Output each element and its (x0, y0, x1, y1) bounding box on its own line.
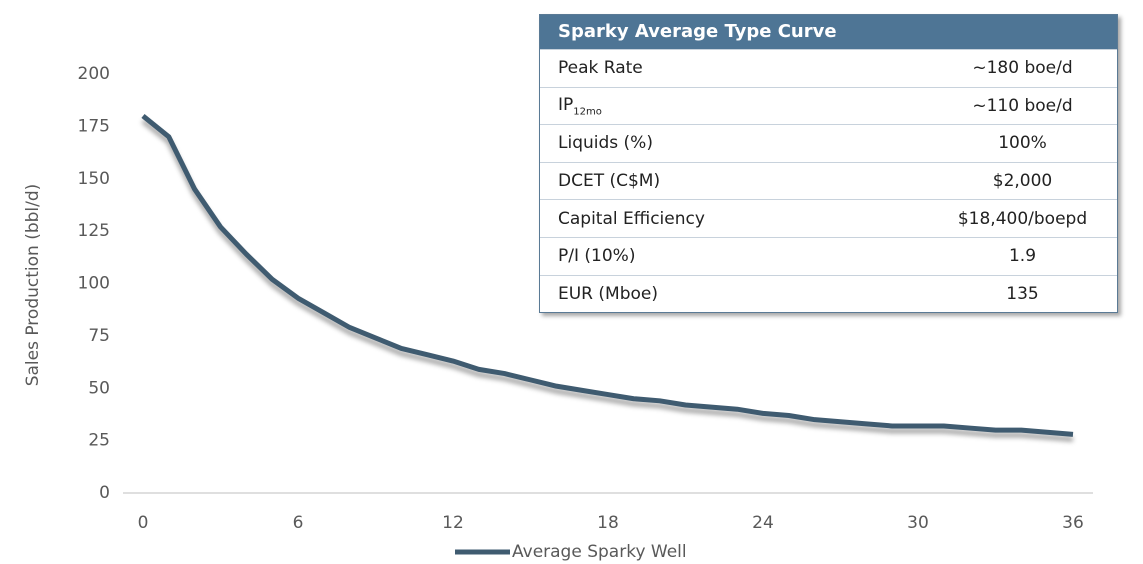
x-tick-label: 12 (442, 513, 464, 533)
row-label: Liquids (%) (558, 133, 653, 154)
row-label: DCET (C$M) (558, 171, 661, 192)
y-tick-label: 75 (88, 326, 110, 346)
summary-table: Sparky Average Type Curve Peak Rate ~180 … (539, 14, 1118, 314)
row-value: $2,000 (992, 171, 1053, 192)
row-label: IP (558, 94, 574, 115)
row-label-cell: IP12mo (540, 95, 928, 117)
x-tick-label: 36 (1062, 513, 1084, 533)
row-value: $18,400/boepd (957, 208, 1088, 229)
table-row: Liquids (%) 100% (540, 124, 1117, 162)
row-value: ~110 boe/d (972, 95, 1073, 116)
row-label-subscript: 12mo (573, 106, 602, 118)
row-label-cell: Liquids (%) (540, 133, 928, 153)
table-row: DCET (C$M) $2,000 (540, 161, 1117, 200)
line (141, 113, 1074, 437)
row-label-cell: EUR (Mboe) (540, 284, 928, 304)
row-label: Peak Rate (558, 58, 643, 79)
y-tick-label: 175 (78, 116, 110, 136)
table-row: Peak Rate ~180 boe/d (540, 49, 1117, 87)
row-label-cell: P/I (10%) (540, 246, 928, 266)
line-shadow (141, 118, 1074, 442)
row-label: P/I (10%) (558, 246, 636, 267)
x-tick-label: 24 (752, 513, 774, 533)
table-row: IP12mo ~110 boe/d (540, 86, 1117, 125)
x-tick-label: 30 (907, 513, 929, 533)
x-tick-label: 6 (293, 513, 304, 533)
table-row: EUR (Mboe) 135 (540, 274, 1117, 313)
table-row: P/I (10%) 1.9 (540, 236, 1117, 275)
y-tick-label: 25 (88, 431, 110, 451)
y-tick-label: 50 (88, 378, 110, 398)
y-tick-label: 200 (78, 64, 110, 84)
x-tick-label: 0 (138, 513, 149, 533)
row-label: Capital Efficiency (558, 208, 705, 229)
y-axis-title: Sales Production (bbl/d) (23, 184, 43, 387)
row-value: 100% (998, 133, 1047, 154)
row-value: ~180 boe/d (972, 58, 1073, 79)
x-tick-label: 18 (597, 513, 619, 533)
y-tick-label: 100 (78, 274, 110, 294)
row-value: 135 (1006, 283, 1039, 304)
row-label-cell: Peak Rate (540, 58, 928, 78)
y-tick-label: 125 (78, 221, 110, 241)
legend-label: Average Sparky Well (512, 542, 687, 562)
row-label-cell: Capital Efficiency (540, 209, 928, 229)
y-tick-label: 0 (99, 483, 110, 503)
y-tick-label: 150 (78, 169, 110, 189)
row-label-cell: DCET (C$M) (540, 171, 928, 191)
row-label: EUR (Mboe) (558, 283, 658, 304)
row-value: 1.9 (1008, 246, 1037, 267)
table-title: Sparky Average Type Curve (540, 15, 1117, 49)
table-row: Capital Efficiency $18,400/boepd (540, 199, 1117, 237)
